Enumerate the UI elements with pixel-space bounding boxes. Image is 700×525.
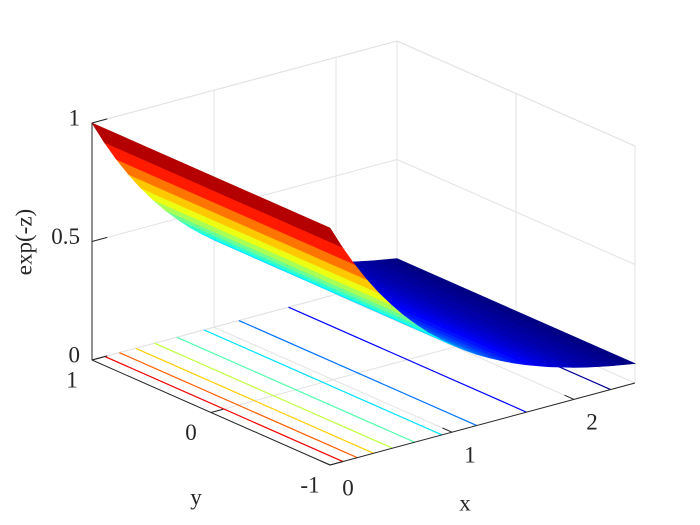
contour-line [203,329,443,436]
contour-line [238,319,478,427]
contour-line [104,355,344,463]
contour-line [119,352,358,459]
box-edge [396,40,636,147]
y-tick-label: 1 [66,367,78,392]
box-edge [91,40,398,124]
y-tick [210,408,224,413]
x-axis [329,382,636,466]
surface-patch [91,122,343,248]
surface-patch [335,261,587,368]
y-tick [329,461,343,466]
z-tick [91,236,108,242]
z-tick-label: 0.5 [51,224,80,249]
x-tick-label: 1 [464,442,476,467]
y-axis-label: y [190,484,202,509]
x-tick [564,394,575,400]
y-tick-label: 0 [185,420,197,445]
z-axis-label: exp(-z) [11,209,36,275]
z-tick-label: 0 [69,342,81,367]
x-tick [442,427,453,433]
x-tick-label: 2 [586,410,598,435]
z-tick [91,118,108,124]
contour-line [154,342,393,449]
x-axis-label: x [459,490,471,515]
contour-line [135,347,374,454]
y-tick [91,356,105,361]
x-tick [320,460,331,466]
surface-patch [128,174,380,294]
x-tick-label: 0 [342,475,354,500]
y-tick-label: -1 [300,472,319,497]
contour-line [288,306,527,413]
z-tick-label: 1 [69,105,81,130]
contour-line [176,336,415,443]
